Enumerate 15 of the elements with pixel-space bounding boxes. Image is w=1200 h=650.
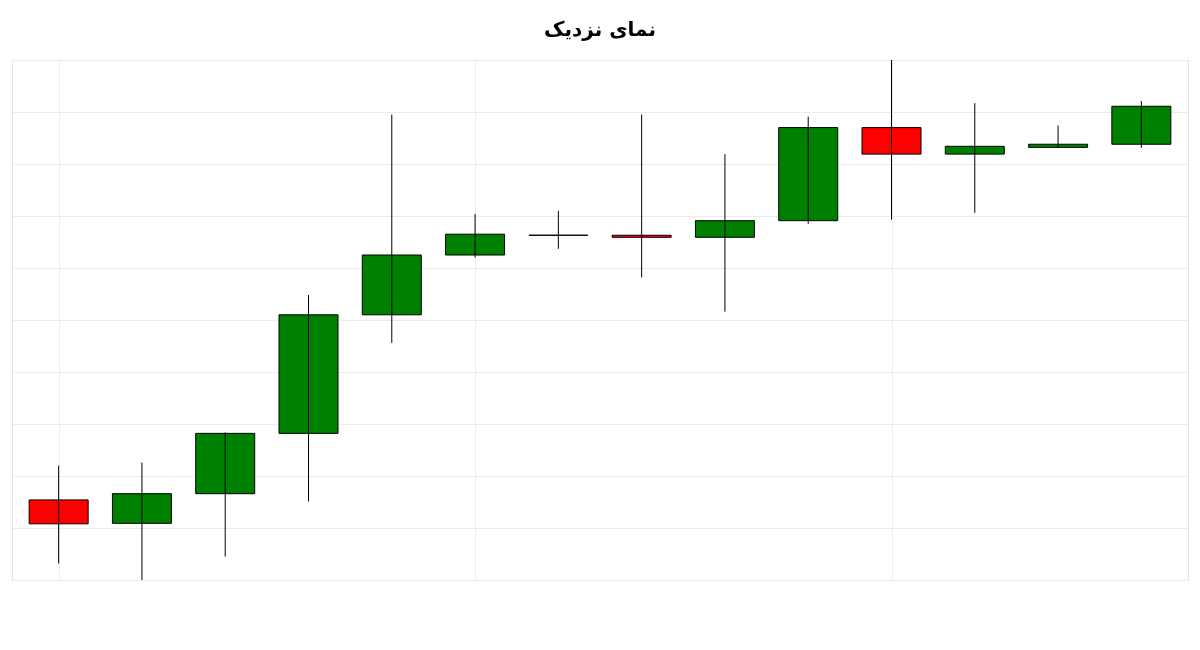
candlestick bbox=[694, 153, 755, 313]
candlestick bbox=[111, 461, 172, 581]
candlestick bbox=[278, 294, 339, 502]
candlestick bbox=[361, 114, 422, 344]
candlestick bbox=[28, 465, 89, 564]
candlestick bbox=[528, 210, 589, 250]
candlestick bbox=[611, 114, 672, 278]
candlestick bbox=[1111, 100, 1172, 149]
candlestick bbox=[778, 116, 839, 225]
candlestick bbox=[944, 102, 1005, 214]
chart-title: نمای نزدیک bbox=[544, 16, 656, 41]
candlestick bbox=[861, 59, 922, 221]
candlestick bbox=[445, 213, 506, 259]
candlestick bbox=[1028, 125, 1089, 149]
candlestick bbox=[195, 431, 256, 558]
